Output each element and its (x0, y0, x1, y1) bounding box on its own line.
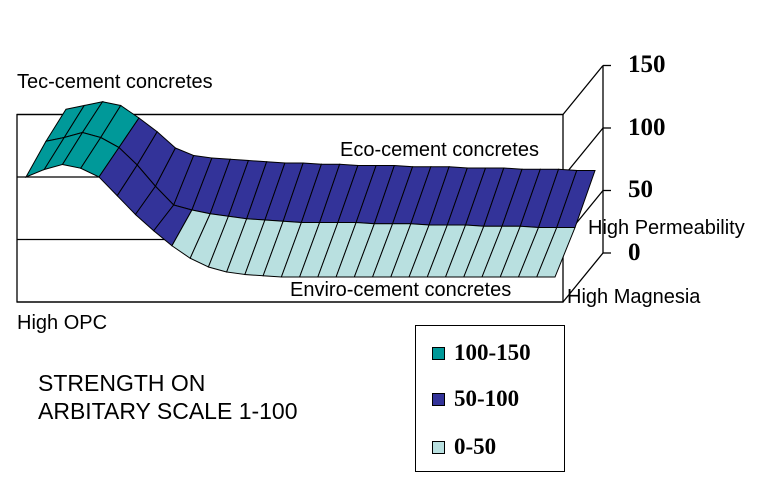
depth-line-150 (562, 65, 604, 115)
note-line-2: ARBITARY SCALE 1-100 (38, 398, 298, 424)
depth-line-100 (562, 127, 604, 178)
enviro-cement-label: Enviro-cement concretes (290, 279, 512, 301)
legend-swatch (432, 440, 445, 454)
legend-item-50-100: 50-100 (432, 386, 519, 412)
note-line-1: STRENGTH ON (38, 370, 206, 396)
high-permeability-label: High Permeability (588, 217, 745, 239)
legend-swatch (432, 346, 445, 360)
depth-line-0 (562, 252, 604, 303)
eco-cement-label: Eco-cement concretes (340, 139, 539, 161)
surface (24, 101, 596, 278)
high-opc-label: High OPC (17, 312, 108, 334)
legend-label: 50-100 (454, 386, 520, 411)
legend-item-0-50: 0-50 (432, 434, 496, 460)
z-tick-0: 0 (628, 239, 641, 266)
legend-label: 0-50 (454, 434, 497, 459)
surface-cell (536, 227, 576, 278)
legend-swatch (432, 392, 445, 406)
legend-item-100-150: 100-150 (432, 340, 531, 366)
legend: 100-150 50-100 0-50 (415, 325, 565, 472)
scale-note: STRENGTH ON ARBITARY SCALE 1-100 (38, 369, 298, 425)
tec-cement-label: Tec-cement concretes (17, 71, 213, 93)
z-tick-50: 50 (628, 176, 653, 203)
legend-label: 100-150 (454, 340, 531, 365)
z-tick-100: 100 (628, 114, 666, 141)
high-magnesia-label: High Magnesia (567, 286, 701, 308)
z-tick-150: 150 (628, 51, 666, 78)
